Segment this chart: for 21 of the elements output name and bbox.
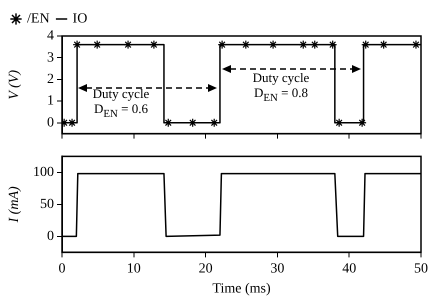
x-tick-label: 0: [58, 261, 66, 276]
legend-label: IO: [72, 12, 88, 27]
y-tick-label: 100: [33, 165, 54, 180]
x-axis-title: Time (ms): [212, 281, 271, 296]
legend-label: /EN: [27, 12, 50, 27]
x-tick-label: 40: [342, 261, 356, 276]
x-tick-label: 20: [198, 261, 213, 276]
y-axis-title: I (mA): [7, 186, 22, 224]
annotation: Duty cycle D$_{EN}$ = 0.8: [252, 70, 310, 106]
y-axis-title: V (V): [7, 70, 22, 100]
y-tick-label: 50: [40, 197, 54, 212]
annotation: Duty cycle D$_{EN}$ = 0.6: [92, 86, 150, 122]
y-tick-label: 0: [47, 115, 54, 130]
x-tick-label: 30: [270, 261, 284, 276]
x-tick-label: 10: [126, 261, 141, 276]
x-tick-label: 50: [414, 261, 428, 276]
y-tick-label: 3: [47, 50, 54, 66]
y-tick-label: 4: [47, 28, 54, 44]
y-tick-label: 1: [47, 94, 54, 109]
y-tick-label: 2: [47, 72, 54, 88]
y-tick-label: 0: [47, 229, 54, 244]
